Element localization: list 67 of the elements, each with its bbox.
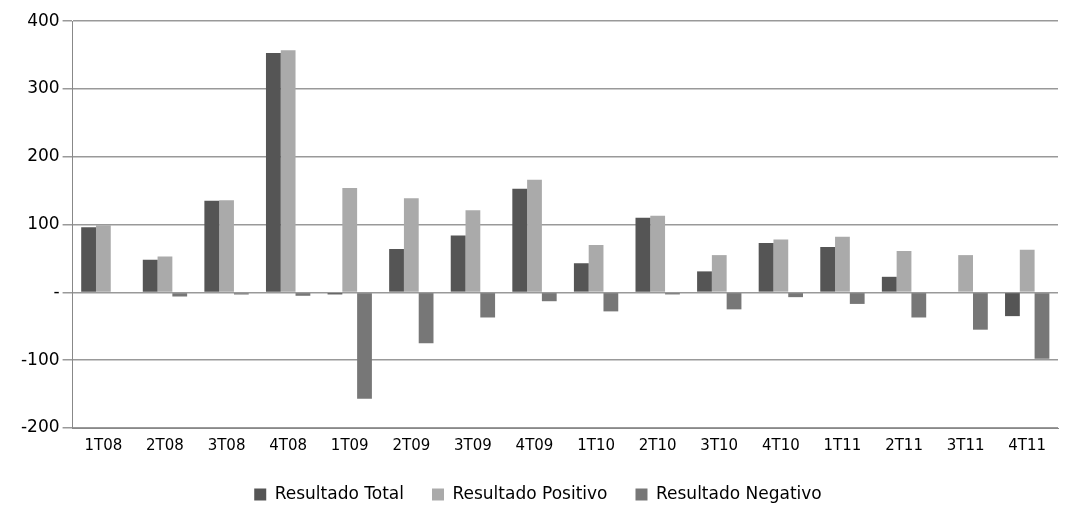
y-tick-label: -100 <box>20 348 60 369</box>
bar <box>973 293 988 330</box>
y-tick-label: 200 <box>27 145 60 166</box>
bar <box>295 293 311 296</box>
x-tick-label: 3T08 <box>207 435 246 454</box>
bar <box>357 293 372 399</box>
bar <box>588 244 604 292</box>
legend-label: Resultado Total <box>274 482 404 503</box>
bar <box>81 227 96 292</box>
x-tick-label: 2T11 <box>885 435 923 454</box>
bar <box>835 236 850 292</box>
bar <box>788 293 804 298</box>
x-tick-label: 3T10 <box>700 435 739 454</box>
bar <box>527 179 542 292</box>
bar <box>758 242 774 292</box>
x-tick-label: 1T10 <box>577 435 615 454</box>
y-tick-label: 400 <box>27 9 60 30</box>
bar <box>450 235 466 292</box>
x-tick-label: 3T11 <box>946 435 985 454</box>
bar <box>172 293 188 297</box>
x-tick-label: 2T10 <box>638 435 677 454</box>
y-tick-label: 100 <box>27 213 60 234</box>
x-tick-label: 1T08 <box>84 435 123 454</box>
y-tick-label: - <box>53 280 60 301</box>
bar <box>219 200 234 292</box>
bar <box>697 271 712 292</box>
x-tick-label: 2T08 <box>146 435 184 454</box>
bar <box>849 293 865 304</box>
legend-label: Resultado Positivo <box>452 482 608 503</box>
bar <box>418 293 434 344</box>
bar <box>896 251 912 292</box>
bar <box>726 293 742 310</box>
bar <box>1019 249 1035 292</box>
bar <box>389 249 404 292</box>
bar <box>711 255 727 292</box>
bar <box>1005 293 1020 317</box>
bar <box>403 198 419 292</box>
bar <box>573 263 589 292</box>
x-tick-label: 4T09 <box>515 435 554 454</box>
bar <box>142 259 158 292</box>
y-tick-label: -200 <box>20 416 60 437</box>
x-tick-label: 1T11 <box>823 435 862 454</box>
bar <box>95 225 111 292</box>
legend-label: Resultado Negativo <box>655 482 822 503</box>
x-tick-label: 3T09 <box>454 435 492 454</box>
bar <box>480 293 496 318</box>
bar <box>635 217 651 292</box>
bar <box>465 210 481 292</box>
bar <box>1034 293 1050 359</box>
bar <box>512 188 528 292</box>
y-tick-label: 300 <box>27 77 60 98</box>
x-tick-label: 4T11 <box>1008 435 1047 454</box>
x-tick-label: 2T09 <box>392 435 431 454</box>
bar <box>773 239 789 292</box>
bar <box>204 200 220 292</box>
x-tick-label: 4T10 <box>761 435 800 454</box>
bar <box>603 293 619 312</box>
x-tick-label: 1T09 <box>330 435 369 454</box>
bar <box>958 255 974 292</box>
bar <box>881 276 897 292</box>
x-tick-label: 4T08 <box>269 435 308 454</box>
bar <box>650 215 666 292</box>
bar <box>911 293 927 318</box>
bar <box>541 293 557 302</box>
bar <box>342 187 358 292</box>
bar <box>820 246 836 292</box>
bar <box>157 256 173 292</box>
